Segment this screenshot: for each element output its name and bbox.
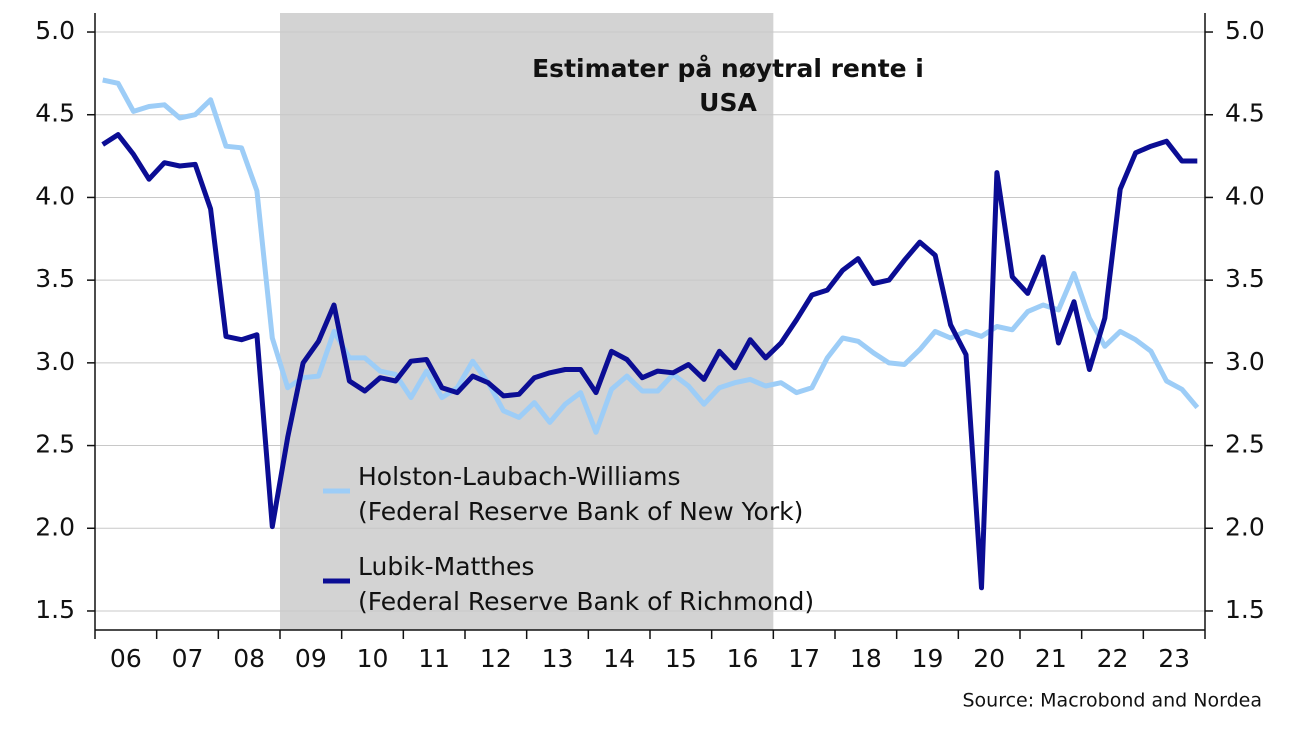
- x-tick-label: 06: [110, 644, 142, 673]
- x-tick-label: 20: [973, 644, 1005, 673]
- x-tick-label: 23: [1158, 644, 1190, 673]
- y2-tick-label: 3.5: [1225, 264, 1265, 293]
- y2-tick-label: 4.5: [1225, 99, 1265, 128]
- y2-tick-label: 2.5: [1225, 430, 1265, 459]
- y-tick-label: 3.5: [35, 264, 75, 293]
- shaded-span: [280, 13, 774, 630]
- x-tick-label: 17: [788, 644, 820, 673]
- x-tick-label: 22: [1097, 644, 1129, 673]
- x-tick-label: 16: [727, 644, 759, 673]
- series-line: [102, 77, 1200, 435]
- legend-label: Holston-Laubach-Williams (Federal Reserve…: [358, 462, 803, 526]
- y-tick-label: 2.5: [35, 430, 75, 459]
- y2-tick-label: 5.0: [1225, 16, 1265, 45]
- y-tick-label: 2.0: [35, 512, 75, 541]
- series-line: [101, 132, 1198, 591]
- y-tick-label: 5.0: [35, 16, 75, 45]
- x-tick-label: 12: [480, 644, 512, 673]
- x-tick-label: 19: [912, 644, 944, 673]
- y2-tick-label: 1.5: [1225, 595, 1265, 624]
- x-tick-label: 14: [603, 644, 635, 673]
- y2-tick-label: 4.0: [1225, 181, 1265, 210]
- legend-label: Lubik-Matthes (Federal Reserve Bank of Ri…: [358, 552, 814, 616]
- x-tick-label: 10: [357, 644, 389, 673]
- x-tick-label: 18: [850, 644, 882, 673]
- x-tick-label: 15: [665, 644, 697, 673]
- y-tick-label: 3.0: [35, 347, 75, 376]
- y-tick-label: 1.5: [35, 595, 75, 624]
- x-tick-label: 09: [295, 644, 327, 673]
- x-tick-label: 07: [172, 644, 204, 673]
- x-tick-label: 13: [542, 644, 574, 673]
- x-tick-label: 21: [1035, 644, 1067, 673]
- y2-tick-label: 2.0: [1225, 512, 1265, 541]
- y-tick-label: 4.5: [35, 99, 75, 128]
- x-tick-label: 08: [233, 644, 265, 673]
- source: Source: Macrobond and Nordea: [962, 690, 1262, 712]
- y2-tick-label: 3.0: [1225, 347, 1265, 376]
- x-tick-label: 11: [418, 644, 450, 673]
- chart-title: Estimater på nøytral rente i USA: [532, 54, 924, 117]
- y-tick-label: 4.0: [35, 181, 75, 210]
